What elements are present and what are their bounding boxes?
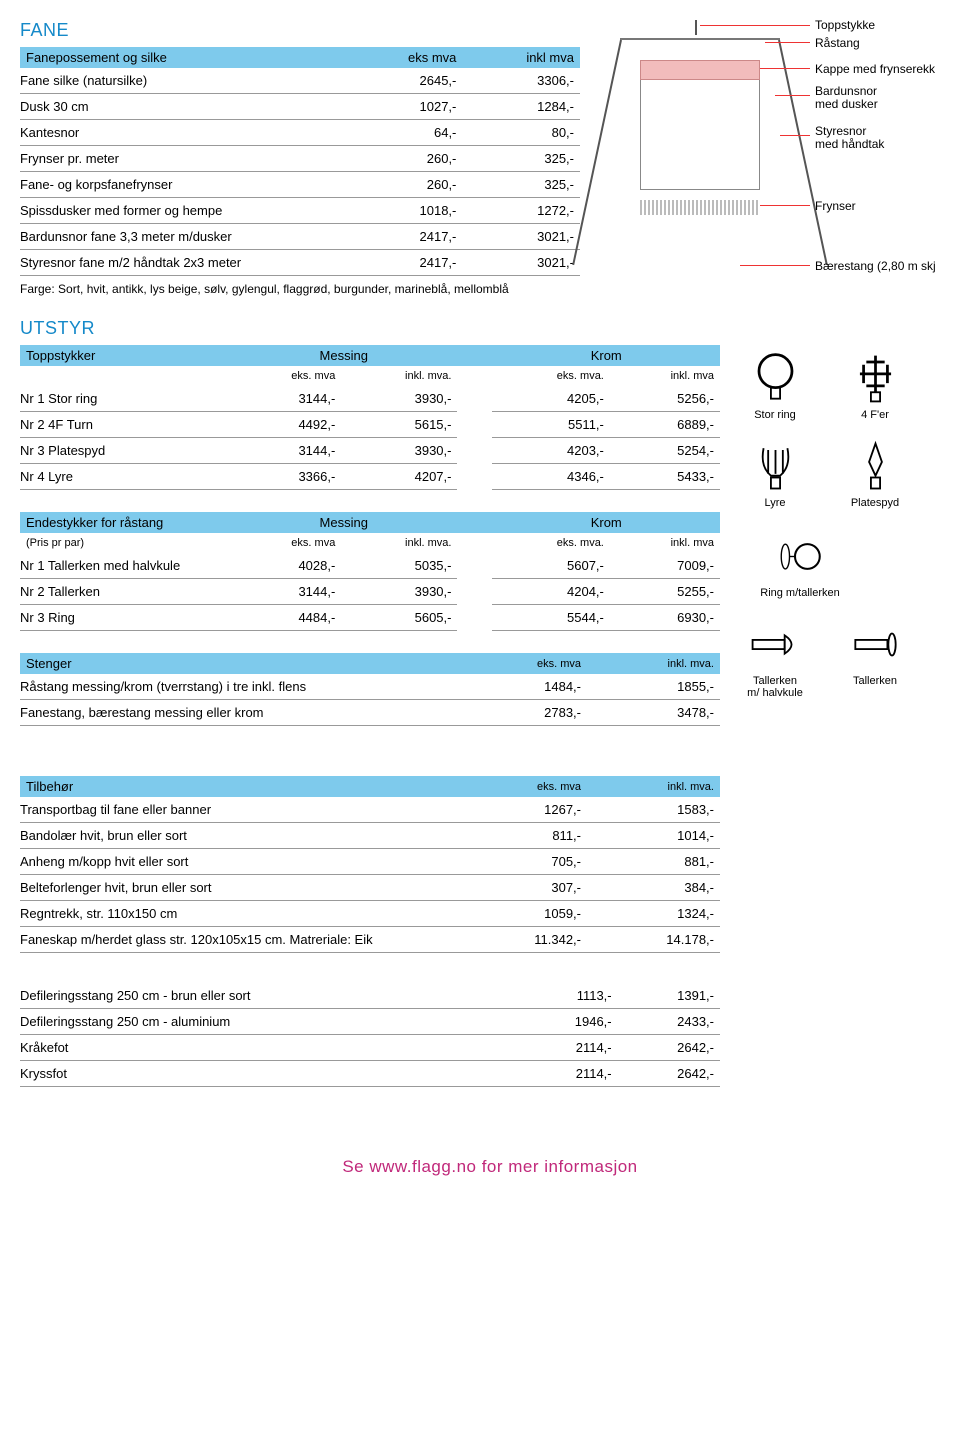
table-row: Defileringsstang 250 cm - aluminium1946,… [20, 1009, 720, 1035]
tilb-eks: eks. mva [454, 776, 587, 797]
tilbehor-table: Tilbehør eks. mva inkl. mva. Transportba… [20, 776, 720, 953]
tilb-hdr: Tilbehør [20, 776, 454, 797]
icon-tallerken: Tallerken [840, 617, 910, 699]
table-row: Nr 1 Tallerken med halvkule4028,-5035,-5… [20, 553, 720, 579]
icon-tallerken-halvkule: Tallerken m/ halvkule [740, 617, 810, 699]
stenger-eks: eks. mva [454, 653, 587, 674]
table-row: Anheng m/kopp hvit eller sort705,-881,- [20, 849, 720, 875]
table-row: Kantesnor64,-80,- [20, 120, 580, 146]
table-row: Råstang messing/krom (tverrstang) i tre … [20, 674, 720, 700]
table-row: Bardunsnor fane 3,3 meter m/dusker2417,-… [20, 224, 580, 250]
icon-platespyd: Platespyd [840, 439, 910, 509]
table-row: Nr 3 Platespyd3144,-3930,-4203,-5254,- [20, 438, 720, 464]
ende-sub-i1: inkl. mva. [341, 533, 457, 553]
table-row: Styresnor fane m/2 håndtak 2x3 meter2417… [20, 250, 580, 276]
ende-sub-e1: eks. mva [230, 533, 341, 553]
ende-sub-i2: inkl. mva [610, 533, 720, 553]
footer-link[interactable]: Se www.flagg.no for mer informasjon [20, 1157, 960, 1177]
icon-ring-tallerken-row: Ring m/tallerken [740, 529, 960, 599]
table-row: Nr 2 Tallerken3144,-3930,-4204,-5255,- [20, 579, 720, 605]
icon-lyre: Lyre [740, 439, 810, 509]
fane-table: Fanepossement og silke eks mva inkl mva … [20, 47, 580, 276]
lbl-kappe: Kappe med frynserekk [815, 62, 935, 76]
table-row: Nr 4 Lyre3366,-4207,-4346,-5433,- [20, 464, 720, 490]
table-row: Nr 2 4F Turn4492,-5615,-5511,-6889,- [20, 412, 720, 438]
lbl-bardun2: med dusker [815, 97, 878, 111]
table-row: Dusk 30 cm1027,-1284,- [20, 94, 580, 120]
table-row: Defileringsstang 250 cm - brun eller sor… [20, 983, 720, 1009]
lbl-toppstykke: Toppstykke [815, 18, 875, 32]
lbl-bardun: Bardunsnor [815, 84, 877, 98]
table-row: Frynser pr. meter260,-325,- [20, 146, 580, 172]
ende-sub-e2: eks. mva. [492, 533, 609, 553]
stenger-table: Stenger eks. mva inkl. mva. Råstang mess… [20, 653, 720, 726]
table-row: Fane- og korpsfanefrynser260,-325,- [20, 172, 580, 198]
stenger-hdr: Stenger [20, 653, 454, 674]
tilb-inkl: inkl. mva. [587, 776, 720, 797]
table-row: Kryssfot2114,-2642,- [20, 1061, 720, 1087]
utstyr-title: UTSTYR [20, 318, 960, 339]
table-row: Spissdusker med former og hempe1018,-127… [20, 198, 580, 224]
icon-ring-tallerken: Ring m/tallerken [740, 529, 860, 599]
tilbehor-table-2: Defileringsstang 250 cm - brun eller sor… [20, 983, 720, 1087]
table-row: Fanestang, bærestang messing eller krom2… [20, 700, 720, 726]
table-row: Belteforlenger hvit, brun eller sort307,… [20, 875, 720, 901]
sub-inkl1: inkl. mva. [341, 366, 457, 386]
endestykker-table: Endestykker for råstang Messing Krom (Pr… [20, 512, 720, 631]
fane-note: Farge: Sort, hvit, antikk, lys beige, sø… [20, 282, 580, 296]
stenger-inkl: inkl. mva. [587, 653, 720, 674]
fane-hdr-inkl: inkl mva [462, 47, 580, 68]
fane-title: FANE [20, 20, 580, 41]
ende-hdr-messing: Messing [230, 512, 457, 533]
table-row: Nr 1 Stor ring3144,-3930,-4205,-5256,- [20, 386, 720, 412]
table-row: Transportbag til fane eller banner1267,-… [20, 797, 720, 823]
lbl-styre: Styresnor [815, 124, 866, 138]
icon-grid-top: Stor ring 4 F'er Lyre Platespyd [740, 351, 960, 509]
ende-subname: (Pris pr par) [20, 533, 230, 553]
sub-eks2: eks. mva. [492, 366, 609, 386]
ende-hdr-name: Endestykker for råstang [20, 512, 230, 533]
table-row: Faneskap m/herdet glass str. 120x105x15 … [20, 927, 720, 953]
toppstykker-table: Toppstykker Messing Krom eks. mva inkl. … [20, 345, 720, 490]
topp-hdr-krom: Krom [492, 345, 720, 366]
lbl-rastang: Råstang [815, 36, 860, 50]
topp-hdr-name: Toppstykker [20, 345, 230, 366]
table-row: Kråkefot2114,-2642,- [20, 1035, 720, 1061]
table-row: Bandolær hvit, brun eller sort811,-1014,… [20, 823, 720, 849]
fane-hdr-name: Fanepossement og silke [20, 47, 345, 68]
fane-hdr-eks: eks mva [345, 47, 463, 68]
fane-diagram: Toppstykke Råstang Kappe med frynserekk … [600, 20, 950, 290]
icon-stor-ring: Stor ring [740, 351, 810, 421]
ende-hdr-krom: Krom [492, 512, 720, 533]
sub-inkl2: inkl. mva [610, 366, 720, 386]
icon-4f: 4 F'er [840, 351, 910, 421]
table-row: Nr 3 Ring4484,-5605,-5544,-6930,- [20, 605, 720, 631]
lbl-styre2: med håndtak [815, 137, 884, 151]
table-row: Fane silke (natursilke)2645,-3306,- [20, 68, 580, 94]
lbl-baere: Bærestang (2,80 m skj [815, 259, 936, 273]
topp-hdr-messing: Messing [230, 345, 457, 366]
icon-tallerken-row: Tallerken m/ halvkule Tallerken [740, 617, 960, 699]
sub-eks1: eks. mva [230, 366, 341, 386]
lbl-frynser: Frynser [815, 199, 856, 213]
table-row: Regntrekk, str. 110x150 cm1059,-1324,- [20, 901, 720, 927]
